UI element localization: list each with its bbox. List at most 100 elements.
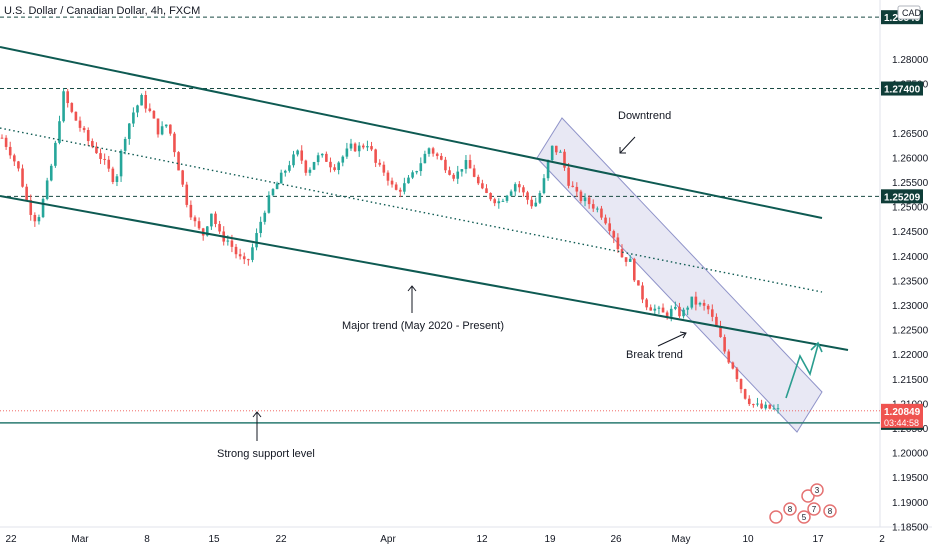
candle-body [674, 306, 677, 309]
candle-body [325, 153, 328, 162]
candle-body [263, 212, 267, 222]
candle-body [275, 183, 279, 190]
candle-body [33, 214, 37, 222]
time-tick-label: Mar [71, 534, 89, 545]
candle-body [218, 224, 221, 232]
candle-body [247, 259, 250, 261]
candle-body [632, 258, 636, 281]
downtrend-arrowhead [619, 147, 626, 154]
candle-body [747, 398, 751, 405]
support-arrowhead [252, 411, 262, 418]
candle-body [214, 213, 217, 225]
candle-body [678, 306, 681, 317]
price-tick-label: 1.25500 [892, 178, 929, 189]
candle-body [715, 316, 718, 327]
event-icons[interactable]: 857 83 [769, 483, 837, 524]
candle-body [538, 193, 542, 203]
candle-body [489, 193, 492, 200]
candle-body [66, 91, 69, 104]
candle-body [760, 403, 763, 409]
candle-body [702, 302, 706, 306]
candle-body [29, 200, 33, 215]
candle-body [173, 133, 176, 153]
candle-body [431, 148, 435, 154]
candle-body [435, 153, 439, 156]
candle-body [312, 162, 316, 170]
candle-body [649, 307, 653, 311]
annotation-major-trend: Major trend (May 2020 - Present) [342, 320, 504, 332]
candle-body [386, 172, 390, 181]
candle-body [193, 217, 197, 222]
candle-body [82, 127, 86, 131]
price-level-label-box [881, 81, 923, 96]
candle-body [329, 161, 332, 168]
candle-body [284, 170, 287, 173]
price-axis[interactable]: 1.280001.275001.265001.260001.255001.250… [881, 5, 929, 533]
candle-body [156, 118, 160, 135]
candle-body [169, 124, 172, 134]
candle-body [17, 161, 20, 169]
candle-body [497, 201, 501, 204]
candle-body [546, 160, 550, 179]
price-tick-label: 1.18500 [892, 522, 929, 533]
major-trend-arrowhead [407, 285, 417, 292]
candle-body [411, 172, 414, 178]
chart-title: U.S. Dollar / Canadian Dollar, 4h, FXCM [4, 5, 201, 17]
candle-body [136, 105, 139, 113]
candle-body [415, 171, 418, 173]
grid-layer [0, 0, 932, 528]
candle-body [579, 191, 583, 202]
candle-body [123, 138, 127, 151]
candle-body [752, 404, 755, 406]
candle-body [144, 95, 148, 109]
candle-body [444, 159, 447, 171]
candle-body [177, 152, 180, 171]
candle-body [8, 146, 12, 156]
candle-body [472, 168, 476, 177]
candle-body [300, 150, 304, 161]
candle-body [279, 172, 283, 184]
candle-body [378, 162, 382, 165]
candle-body [140, 95, 143, 106]
candle-body [288, 165, 291, 171]
annotation-support-level: Strong support level [217, 448, 315, 460]
candle-body [554, 145, 558, 153]
candle-body [205, 226, 209, 236]
candle-body [185, 184, 189, 205]
candle-body [95, 146, 98, 154]
candle-body [70, 103, 74, 112]
candle-body [743, 389, 747, 399]
event-icon [769, 510, 783, 524]
annotation-break-trend: Break trend [626, 349, 683, 361]
candle-body [530, 199, 533, 207]
candle-body [366, 146, 369, 148]
candle-body [341, 156, 345, 163]
candle-body [181, 170, 184, 185]
candle-body [563, 151, 566, 168]
time-tick-label: 10 [742, 534, 754, 545]
time-axis[interactable]: 22 Mar 8 15 22 Apr 12 19 26 May 10 17 2 [5, 534, 885, 545]
price-tick-label: 1.25000 [892, 203, 929, 214]
candle-body [698, 302, 702, 305]
candle-body [608, 223, 611, 232]
candle-body [694, 296, 698, 305]
candle-body [628, 258, 632, 262]
candle-body [493, 199, 496, 204]
candle-body [526, 192, 529, 200]
candle-body [394, 184, 398, 190]
time-tick-label: 26 [610, 534, 622, 545]
candle-body [337, 162, 340, 171]
projection-line [785, 344, 819, 399]
candle-body [653, 308, 657, 311]
candle-body [641, 285, 644, 300]
candle-body [460, 169, 464, 172]
candle-body [4, 137, 8, 147]
price-level-label: 1.27400 [884, 85, 921, 96]
event-icon-count: 7 [812, 505, 817, 514]
time-tick-label: May [672, 534, 691, 545]
candle-body [45, 180, 49, 199]
candle-body [390, 180, 394, 185]
candle-body [91, 141, 94, 147]
